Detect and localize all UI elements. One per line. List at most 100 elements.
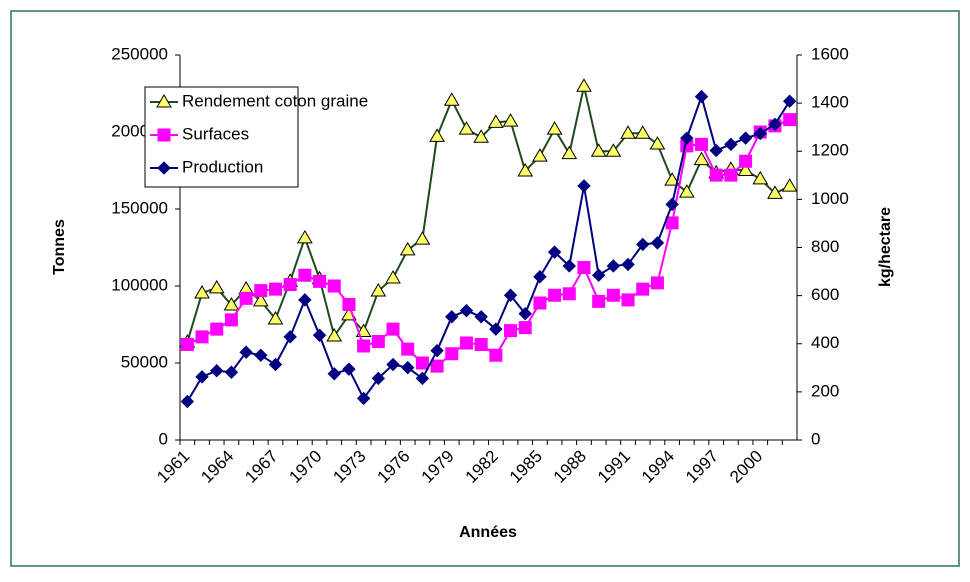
legend-label: Rendement coton graine bbox=[182, 91, 368, 110]
data-point bbox=[180, 338, 194, 352]
data-point bbox=[502, 113, 519, 127]
y2-tick-label: 1400 bbox=[811, 93, 849, 112]
data-point bbox=[487, 114, 504, 128]
data-point bbox=[357, 339, 371, 353]
data-point bbox=[268, 282, 282, 296]
data-point bbox=[474, 338, 488, 352]
data-point bbox=[458, 121, 475, 135]
data-point bbox=[738, 131, 753, 145]
data-point bbox=[591, 268, 606, 282]
data-point bbox=[473, 129, 490, 143]
data-point bbox=[298, 268, 312, 282]
data-point bbox=[386, 357, 400, 372]
data-point bbox=[650, 276, 664, 290]
data-point bbox=[356, 391, 371, 406]
data-point bbox=[313, 274, 327, 288]
data-point bbox=[459, 303, 474, 318]
data-point bbox=[443, 92, 460, 106]
y2-tick-label: 400 bbox=[811, 333, 839, 352]
data-point bbox=[781, 178, 798, 192]
data-point bbox=[768, 117, 782, 132]
data-point bbox=[474, 310, 488, 324]
y2-tick-label: 1600 bbox=[811, 44, 849, 63]
data-point bbox=[400, 360, 415, 375]
data-point bbox=[590, 143, 607, 157]
y2-tick-label: 1000 bbox=[811, 189, 849, 208]
data-point bbox=[678, 184, 695, 198]
data-point bbox=[783, 113, 797, 127]
y-tick-label: 100000 bbox=[111, 275, 168, 294]
legend-marker bbox=[156, 94, 172, 108]
data-point bbox=[224, 313, 238, 327]
data-point bbox=[327, 279, 341, 293]
data-point bbox=[239, 345, 253, 359]
data-point bbox=[546, 121, 563, 135]
data-point bbox=[385, 270, 401, 284]
data-point bbox=[517, 162, 534, 177]
y2-tick-label: 600 bbox=[811, 285, 839, 304]
data-point bbox=[576, 78, 592, 92]
data-point bbox=[753, 126, 767, 141]
data-point bbox=[636, 237, 650, 252]
legend-label: Production bbox=[182, 157, 263, 176]
data-point bbox=[650, 236, 665, 250]
data-point bbox=[195, 370, 209, 384]
data-point bbox=[430, 359, 444, 373]
data-point bbox=[224, 365, 239, 379]
data-point bbox=[312, 328, 327, 342]
data-point bbox=[459, 336, 473, 350]
data-point bbox=[195, 330, 209, 344]
y-tick-label: 150000 bbox=[111, 198, 168, 217]
data-point bbox=[606, 288, 620, 302]
data-point bbox=[326, 328, 343, 342]
data-point bbox=[752, 170, 769, 185]
data-point bbox=[415, 371, 430, 386]
data-point bbox=[268, 357, 283, 372]
data-point bbox=[415, 356, 429, 370]
data-point bbox=[665, 216, 679, 230]
data-point bbox=[562, 259, 577, 273]
legend-label: Surfaces bbox=[182, 124, 249, 143]
data-point bbox=[489, 348, 503, 362]
data-point bbox=[401, 342, 415, 356]
data-point bbox=[283, 330, 297, 344]
data-point bbox=[767, 185, 783, 199]
data-point bbox=[634, 125, 651, 139]
data-point bbox=[180, 394, 195, 409]
data-point bbox=[737, 162, 754, 176]
data-point bbox=[709, 143, 723, 158]
data-point bbox=[606, 259, 621, 273]
data-point bbox=[577, 261, 591, 275]
legend-marker bbox=[157, 161, 171, 175]
data-point bbox=[620, 125, 636, 139]
data-point bbox=[709, 168, 723, 182]
legend-marker bbox=[157, 128, 171, 142]
y2-tick-label: 1200 bbox=[811, 141, 849, 160]
data-point bbox=[621, 257, 635, 272]
data-point bbox=[342, 362, 356, 376]
data-point bbox=[414, 231, 431, 245]
data-point bbox=[636, 282, 650, 296]
data-point bbox=[724, 137, 738, 152]
data-point bbox=[533, 296, 547, 310]
y2-tick-label: 800 bbox=[811, 237, 839, 256]
data-point bbox=[342, 297, 356, 311]
data-point bbox=[239, 291, 253, 305]
data-point bbox=[782, 94, 797, 108]
data-point bbox=[533, 270, 547, 284]
data-point bbox=[649, 136, 666, 150]
data-point bbox=[283, 277, 297, 291]
data-point bbox=[194, 284, 210, 299]
y2-tick-label: 0 bbox=[811, 429, 820, 448]
data-point bbox=[695, 137, 709, 151]
x-axis-title: Années bbox=[459, 524, 517, 541]
data-point bbox=[370, 283, 387, 297]
data-point bbox=[561, 145, 578, 160]
data-point bbox=[429, 128, 445, 142]
data-point bbox=[592, 294, 606, 308]
series-line bbox=[186, 93, 791, 403]
data-point bbox=[489, 322, 503, 336]
data-point bbox=[445, 347, 459, 361]
data-point bbox=[210, 322, 224, 336]
